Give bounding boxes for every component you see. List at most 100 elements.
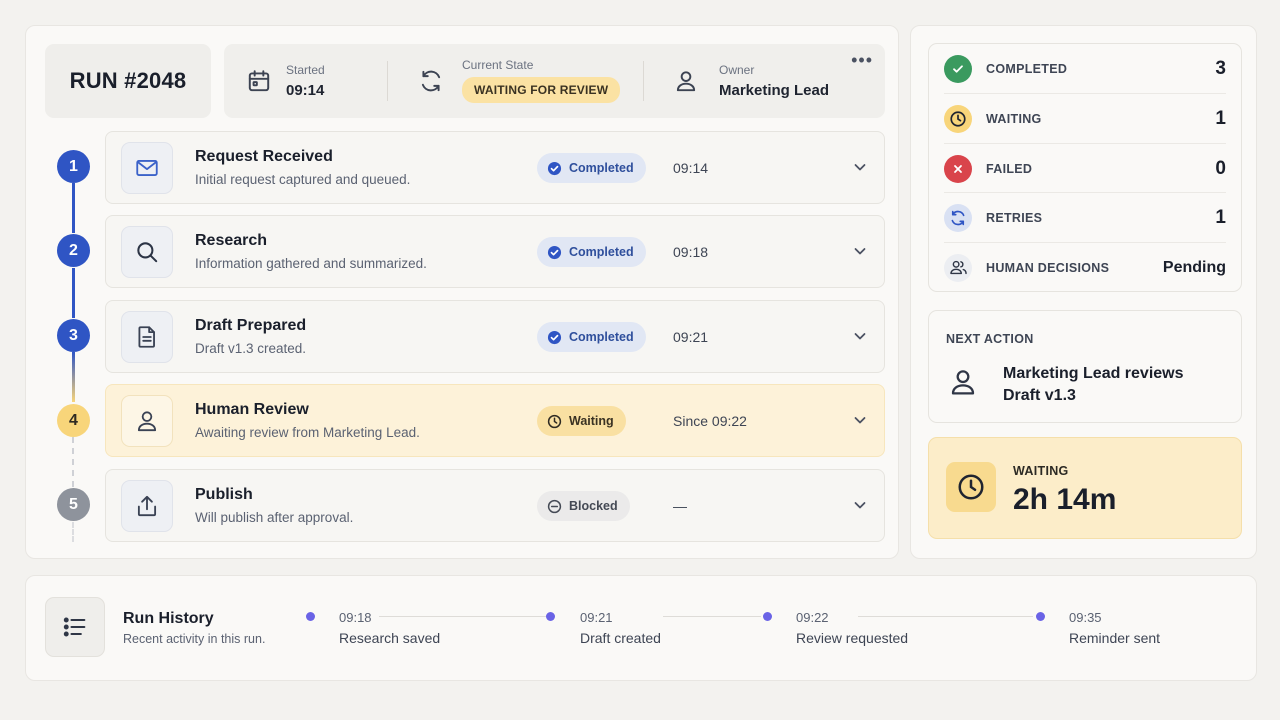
step-icon-box [121,226,173,278]
blocked-icon [547,499,562,513]
owner-meta: Owner Marketing Lead [673,44,829,118]
step-number: 4 [57,404,90,437]
history-time: 09:22 [796,610,829,625]
step-time: — [673,498,687,514]
step-card-publish[interactable]: Publish Will publish after approval. Blo… [105,469,885,542]
check-circle-icon [547,245,562,259]
step-card-research[interactable]: Research Information gathered and summar… [105,215,885,288]
step-card-draft-prepared[interactable]: Draft Prepared Draft v1.3 created. Compl… [105,300,885,373]
timeline-connector [379,616,546,617]
mail-icon [136,160,158,176]
run-history-panel: Run History Recent activity in this run.… [25,575,1257,681]
more-horizontal-icon[interactable]: ••• [851,50,873,70]
step-title: Publish [195,486,253,503]
status-badge: Completed [537,322,646,352]
stat-value: 0 [1215,157,1226,179]
run-history-subtitle: Recent activity in this run. [123,632,266,646]
owner-value: Marketing Lead [719,82,830,99]
stat-label: FAILED [986,161,1033,176]
history-event: Reminder sent [1069,630,1161,646]
step-number: 3 [57,319,90,352]
started-value: 09:14 [286,82,325,99]
step-description: Will publish after approval. [195,510,354,525]
user-icon [137,411,157,432]
step-title: Human Review [195,401,309,418]
check-circle-icon [547,330,562,344]
status-label: Blocked [569,499,618,513]
chevron-down-icon[interactable] [852,243,868,259]
clock-icon [946,462,996,512]
step-description: Awaiting review from Marketing Lead. [195,425,420,440]
history-dot [546,612,555,621]
stat-value: 1 [1215,107,1226,129]
list-icon [45,597,105,657]
run-history-title: Run History [123,610,214,627]
current-state-badge: WAITING FOR REVIEW [462,76,621,103]
history-dot [1036,612,1045,621]
stat-value: 3 [1215,57,1226,79]
step-description: Initial request captured and queued. [195,172,411,187]
run-meta-bar: Started 09:14 Current State WAITING FOR … [224,44,885,118]
stat-label: HUMAN DECISIONS [986,260,1110,275]
clock-icon [547,414,562,428]
started-meta: Started 09:14 [246,44,325,118]
check-circle-icon [944,54,972,83]
step-card-request-received[interactable]: Request Received Initial request capture… [105,131,885,204]
step-description: Draft v1.3 created. [195,341,307,356]
step-time: 09:18 [673,244,709,260]
stat-label: RETRIES [986,210,1043,225]
divider [387,61,388,101]
search-icon [137,242,158,263]
status-badge: Waiting [537,406,626,436]
step-card-human-review[interactable]: Human Review Awaiting review from Market… [105,384,885,457]
status-badge: Completed [537,237,646,267]
check-circle-icon [547,161,562,175]
stat-value: 1 [1215,206,1226,228]
timeline-connector [72,183,75,233]
chevron-down-icon[interactable] [852,497,868,513]
history-time: 09:35 [1069,610,1102,625]
step-title: Research [195,232,268,249]
stat-label: COMPLETED [986,61,1068,76]
stat-failed: FAILED 0 [944,144,1226,193]
started-label: Started [286,63,325,77]
history-time: 09:18 [339,610,372,625]
timeline-connector [72,352,75,402]
next-action-text: Marketing Lead reviews Draft v1.3 [1003,365,1184,404]
chevron-down-icon[interactable] [852,412,868,428]
next-action-card: NEXT ACTION Marketing Lead reviews Draft… [928,310,1242,423]
owner-label: Owner [719,63,755,77]
timeline-connector [72,437,74,487]
timeline-connector [858,616,1033,617]
status-label: Waiting [569,414,614,428]
step-number: 2 [57,234,90,267]
step-title: Request Received [195,148,333,165]
calendar-icon [248,70,270,92]
stat-retries: RETRIES 1 [944,193,1226,242]
user-icon [951,370,975,395]
history-dot [306,612,315,621]
divider [944,93,1226,94]
step-icon-box [121,311,173,363]
user-icon [676,71,696,92]
chevron-down-icon[interactable] [852,159,868,175]
status-label: Completed [569,245,634,259]
step-description: Information gathered and summarized. [195,256,427,271]
waiting-timer-card: WAITING 2h 14m [928,437,1242,539]
x-circle-icon [944,154,972,183]
step-number: 1 [57,150,90,183]
step-number: 5 [57,488,90,521]
waiting-duration: 2h 14m [1013,483,1117,516]
workflow-panel: RUN #2048 Started 09:14 Current State WA… [25,25,899,559]
step-icon-box [121,480,173,532]
step-time: 09:14 [673,160,709,176]
divider [643,61,644,101]
status-badge: Completed [537,153,646,183]
history-dot [763,612,772,621]
upload-icon [137,495,157,517]
status-badge: Blocked [537,491,630,521]
chevron-down-icon[interactable] [852,328,868,344]
stat-completed: COMPLETED 3 [944,44,1226,93]
summary-panel: COMPLETED 3 WAITING 1 FAILED 0 RETRIES 1 [910,25,1257,559]
waiting-label: WAITING [1013,464,1069,478]
